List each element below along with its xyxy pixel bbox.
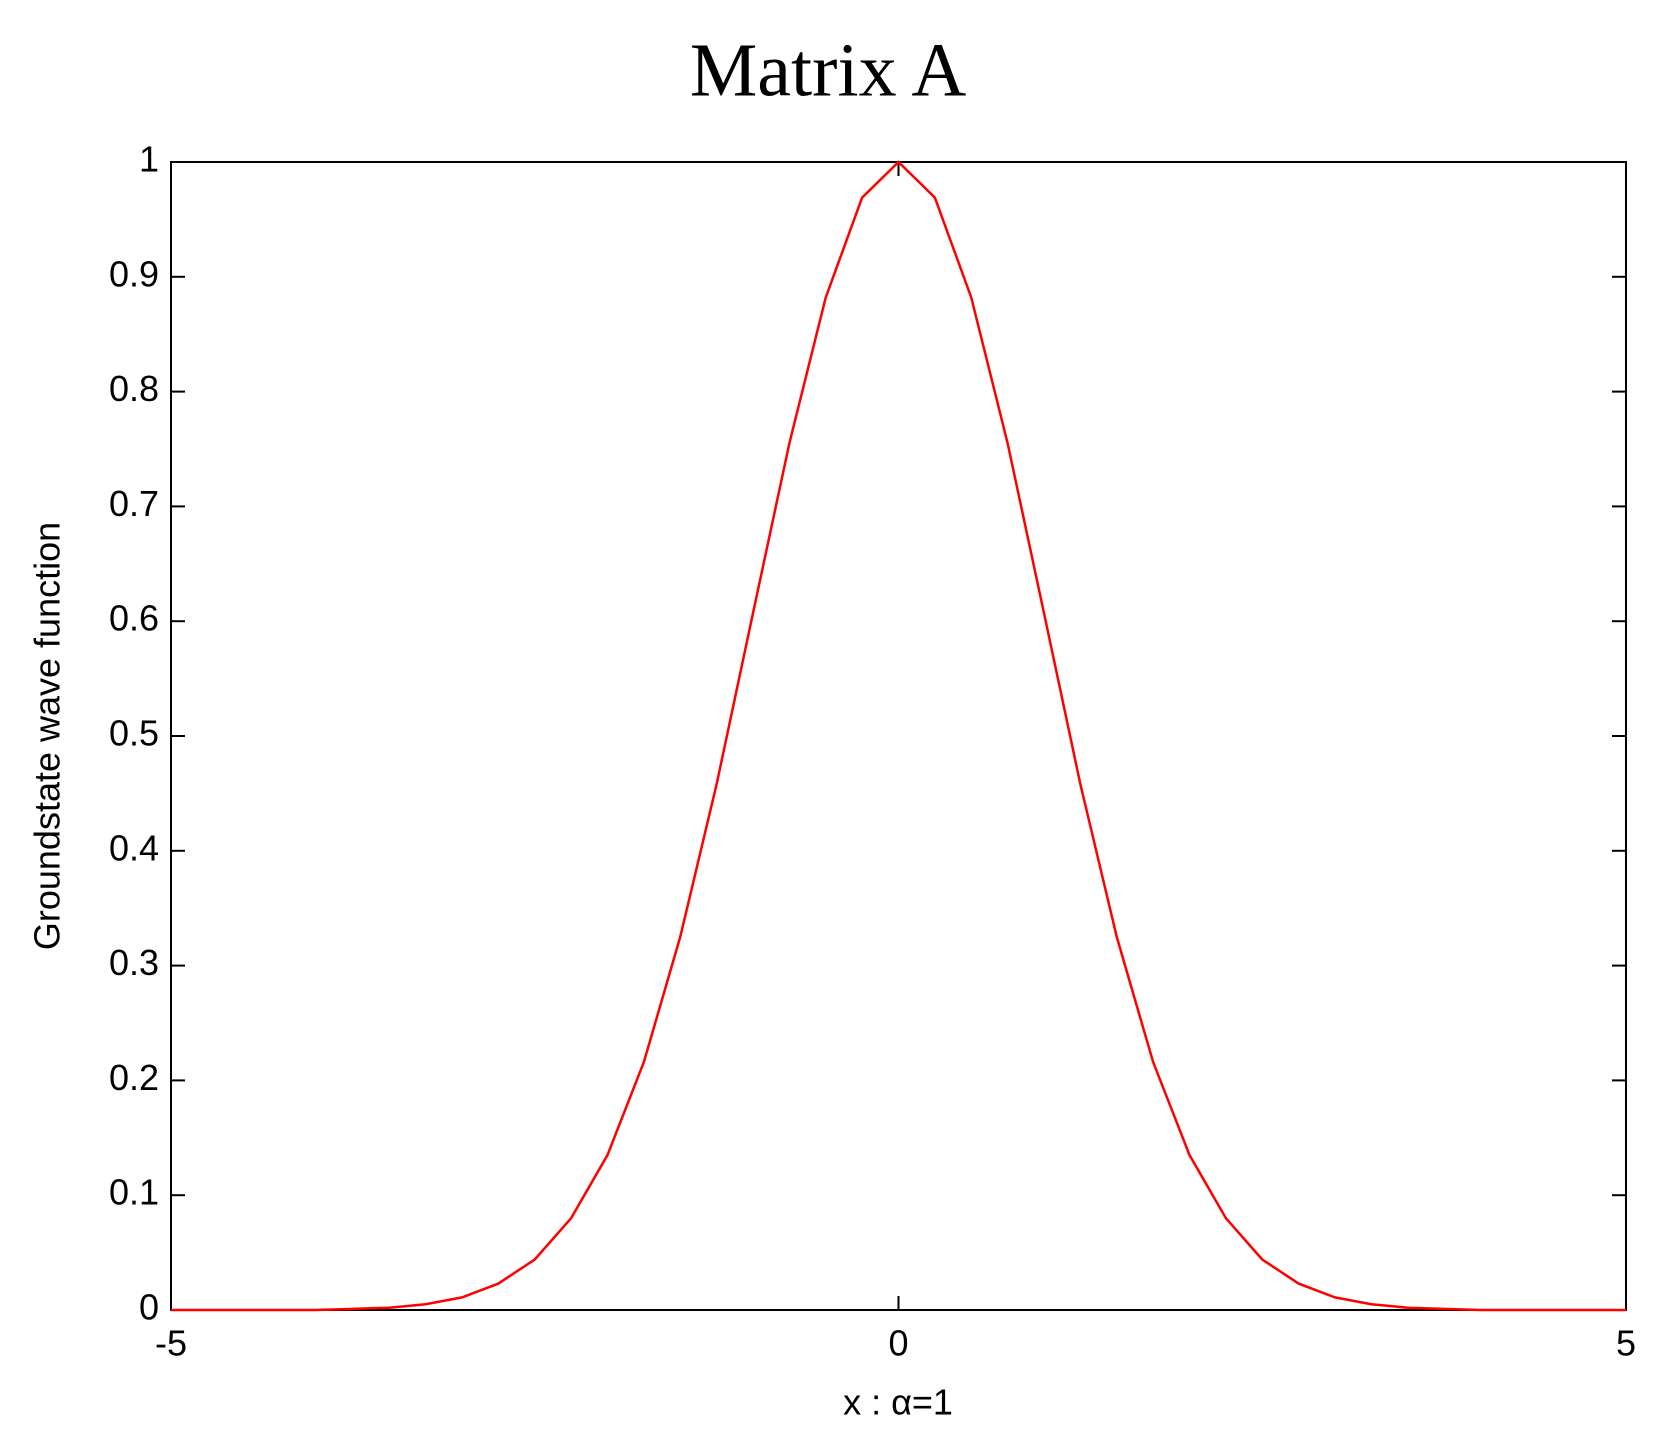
y-tick-label: 1	[139, 139, 159, 180]
x-tick-label: 0	[888, 1323, 908, 1364]
y-tick-label: 0.2	[109, 1057, 159, 1098]
y-tick-label: 0.6	[109, 598, 159, 639]
y-tick-label: 0.8	[109, 368, 159, 409]
x-tick-label: -5	[155, 1323, 187, 1364]
y-axis-label: Groundstate wave function	[27, 522, 68, 950]
y-tick-label: 0.1	[109, 1172, 159, 1213]
y-tick-label: 0.5	[109, 713, 159, 754]
x-axis-label: x : α=1	[843, 1382, 953, 1423]
y-tick-label: 0.7	[109, 483, 159, 524]
x-tick-label: 5	[1616, 1323, 1636, 1364]
y-tick-label: 0.3	[109, 942, 159, 983]
y-tick-label: 0.4	[109, 827, 159, 868]
y-tick-label: 0	[139, 1287, 159, 1328]
chart-title: Matrix A	[690, 28, 967, 112]
plot-frame	[170, 161, 1627, 1311]
y-tick-label: 0.9	[109, 253, 159, 294]
data-line	[171, 160, 1626, 1312]
